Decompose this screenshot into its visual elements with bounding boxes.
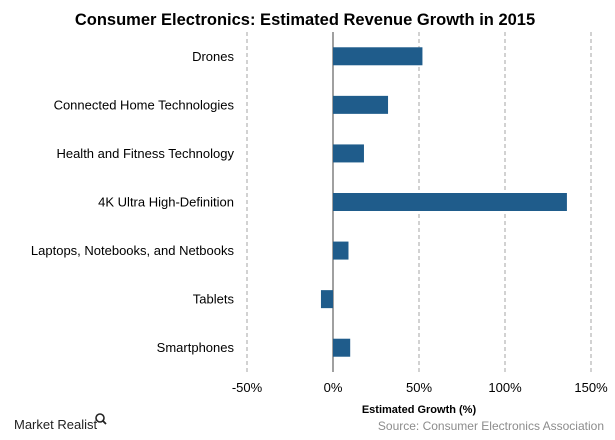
category-label-0: Drones xyxy=(192,49,234,64)
category-label-3: 4K Ultra High-Definition xyxy=(98,195,234,210)
tick-label-1: 0% xyxy=(324,380,343,395)
category-label-6: Smartphones xyxy=(157,340,235,355)
x-axis-label: Estimated Growth (%) xyxy=(362,404,477,416)
category-labels: Drones Connected Home Technologies Health … xyxy=(31,49,235,355)
brand-name: Market Realist xyxy=(14,417,97,432)
market-realist-logo: Market Realist xyxy=(14,413,107,432)
tick-label-2: 50% xyxy=(406,380,432,395)
bar-5 xyxy=(320,290,333,309)
tick-label-3: 100% xyxy=(488,380,522,395)
category-label-1: Connected Home Technologies xyxy=(54,97,235,112)
category-label-4: Laptops, Notebooks, and Netbooks xyxy=(31,243,235,258)
bar-0 xyxy=(333,47,423,66)
chart-title: Consumer Electronics: Estimated Revenue … xyxy=(75,11,535,29)
tick-label-4: 150% xyxy=(574,380,608,395)
tick-label-0: -50% xyxy=(232,380,263,395)
x-tick-labels: -50% 0% 50% 100% 150% xyxy=(232,380,608,395)
bar-4 xyxy=(333,241,349,260)
bar-1 xyxy=(333,95,389,114)
category-label-2: Health and Fitness Technology xyxy=(56,146,234,161)
magnifier-icon xyxy=(95,413,107,425)
bar-6 xyxy=(333,338,351,357)
bars xyxy=(320,47,567,357)
category-label-5: Tablets xyxy=(193,292,235,307)
bar-2 xyxy=(333,144,364,163)
source-note: Source: Consumer Electronics Association xyxy=(378,419,604,433)
bar-3 xyxy=(333,193,567,211)
